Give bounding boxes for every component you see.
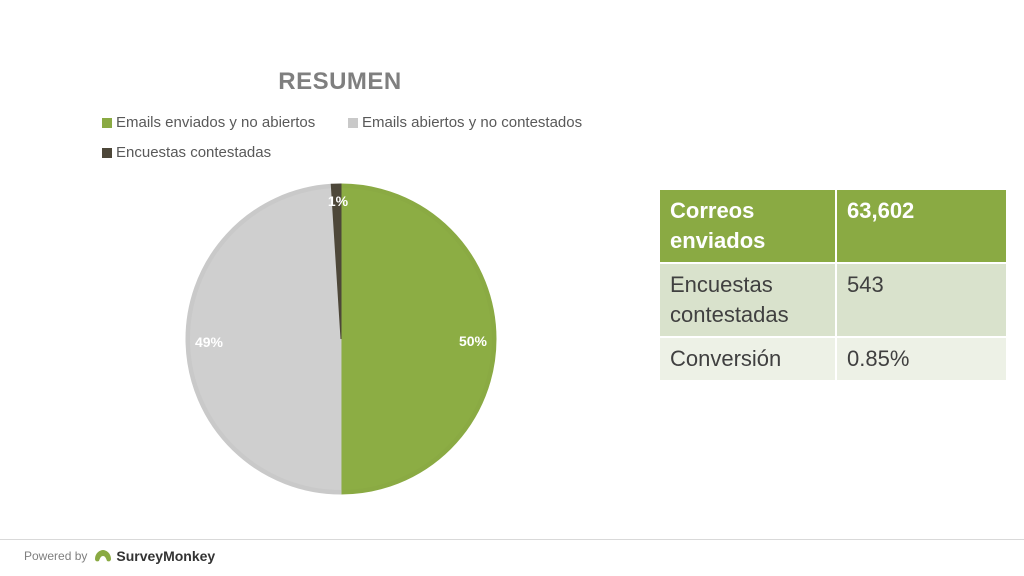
legend-swatch-dark bbox=[102, 147, 112, 158]
pie-data-label: 49% bbox=[195, 334, 224, 350]
table-cell-value: 63,602 bbox=[835, 188, 1008, 264]
summary-table: Correos enviados 63,602 Encuestas contes… bbox=[658, 188, 1008, 382]
table-cell-label: Conversión bbox=[658, 336, 837, 382]
table-cell-label: Correos enviados bbox=[658, 188, 837, 264]
powered-by-text: Powered by bbox=[24, 549, 88, 563]
pie-slice-inner bbox=[341, 188, 492, 490]
legend-label: Emails abiertos y no contestados bbox=[362, 114, 583, 131]
pie-slice-inner bbox=[331, 188, 341, 339]
surveymonkey-brand: SurveyMonkey bbox=[116, 548, 216, 564]
table-cell-value: 0.85% bbox=[835, 336, 1008, 382]
table-cell-label: Encuestas contestadas bbox=[658, 262, 837, 338]
legend-item-emails-abiertos: Emails abiertos y no contestados bbox=[348, 114, 582, 131]
pie-slice-inner bbox=[190, 188, 341, 490]
pie-data-label: 50% bbox=[459, 333, 488, 349]
table-row: Conversión 0.85% bbox=[658, 336, 1008, 382]
legend-label: Emails enviados y no abiertos bbox=[116, 114, 316, 131]
chart-title: RESUMEN bbox=[278, 68, 402, 95]
table-row: Encuestas contestadas 543 bbox=[658, 262, 1008, 338]
legend-item-emails-no-abiertos: Emails enviados y no abiertos bbox=[102, 114, 315, 131]
footer-divider bbox=[0, 539, 1024, 540]
legend-swatch-green bbox=[102, 117, 112, 128]
legend-item-encuestas: Encuestas contestadas bbox=[102, 144, 271, 161]
footer: Powered by SurveyMonkey bbox=[24, 548, 215, 564]
surveymonkey-logo-icon bbox=[95, 550, 112, 562]
table-cell-value: 543 bbox=[835, 262, 1008, 338]
pie-data-label: 1% bbox=[328, 193, 349, 209]
legend-label: Encuestas contestadas bbox=[116, 144, 272, 161]
table-row: Correos enviados 63,602 bbox=[658, 188, 1008, 264]
legend-swatch-gray bbox=[348, 117, 358, 128]
